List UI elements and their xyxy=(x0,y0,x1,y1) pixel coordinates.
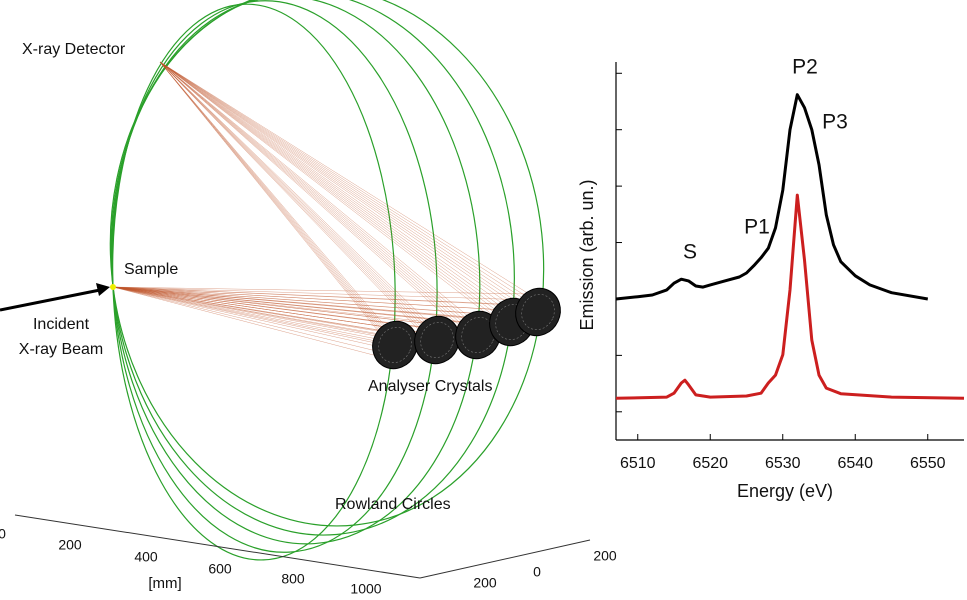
crystal-mesh xyxy=(461,317,495,353)
x-ray-path xyxy=(159,61,387,328)
x-ray-path xyxy=(112,286,539,313)
diagram-label: Sample xyxy=(124,261,178,278)
x-ray-path xyxy=(159,61,447,359)
x-ray-path xyxy=(159,61,507,311)
axis-tick-label: 800 xyxy=(281,571,305,587)
x-ray-path xyxy=(159,61,432,329)
x-ray-path xyxy=(159,61,441,347)
x-ray-path xyxy=(159,61,438,341)
x-tick-label: 6540 xyxy=(837,455,873,472)
peak-annotation: S xyxy=(683,241,697,264)
x-tick-label: 6530 xyxy=(765,455,801,472)
x-ray-path xyxy=(159,61,390,334)
x-ray-path xyxy=(159,61,482,342)
x-ray-path xyxy=(159,61,510,317)
axis-tick-label: 0 xyxy=(533,564,541,580)
axis-tick-label: 200 xyxy=(473,575,497,591)
x-ray-path xyxy=(112,286,542,319)
diagram-label: Analyser Crystals xyxy=(368,378,492,395)
rowland-circle xyxy=(111,0,438,553)
y-axis-label: Emission (arb. un.) xyxy=(577,179,597,330)
x-ray-path xyxy=(159,61,504,305)
x-ray-path xyxy=(159,61,542,319)
axis-mm xyxy=(14,514,421,579)
x-ray-path xyxy=(159,61,536,307)
beam-arrow xyxy=(0,288,101,312)
series-line xyxy=(615,93,929,301)
crystal-mesh xyxy=(420,322,454,358)
x-ray-path xyxy=(159,61,470,318)
x-ray-path xyxy=(159,61,545,325)
x-ray-path xyxy=(159,61,513,323)
x-tick-label: 6520 xyxy=(692,455,728,472)
axis-label: [mm] xyxy=(148,575,181,592)
crystal-mesh xyxy=(378,327,412,363)
x-ray-path xyxy=(159,61,548,331)
x-ray-path xyxy=(112,286,429,323)
x-ray-path xyxy=(112,286,533,301)
x-ray-path xyxy=(159,61,429,323)
x-ray-path xyxy=(159,61,516,329)
x-ray-path xyxy=(159,61,485,348)
x-axis-label: Energy (eV) xyxy=(737,481,833,501)
peak-annotation: P1 xyxy=(744,216,770,239)
x-ray-path xyxy=(159,61,539,313)
peak-annotation: P3 xyxy=(822,111,848,134)
x-ray-path xyxy=(159,61,476,330)
analyser-crystal xyxy=(515,287,561,337)
axis-tick-label: 0 xyxy=(0,526,6,542)
x-ray-path xyxy=(159,61,488,354)
peak-annotation: P2 xyxy=(792,56,818,79)
rowland-circle xyxy=(109,0,545,527)
x-ray-path xyxy=(159,61,473,324)
x-ray-path xyxy=(159,61,530,295)
diagram-label: Incident xyxy=(33,316,90,333)
x-ray-path xyxy=(159,61,393,340)
x-ray-path xyxy=(159,61,522,341)
beam-arrow-head xyxy=(96,283,110,296)
diagram-label: Rowland Circles xyxy=(335,496,451,513)
x-ray-path xyxy=(159,61,405,364)
x-ray-path xyxy=(112,286,536,307)
rowland-circle xyxy=(112,3,396,561)
spectrometer-diagram: X-ray Detector Sample Incident X-ray Beam An… xyxy=(0,0,617,597)
x-ray-path xyxy=(159,61,479,336)
x-ray-path xyxy=(159,61,533,301)
x-tick-label: 6550 xyxy=(910,455,946,472)
x-ray-path xyxy=(112,286,396,346)
analyser-crystal xyxy=(414,315,460,365)
x-ray-path xyxy=(159,61,519,335)
axis-tick-label: 1000 xyxy=(350,581,381,597)
x-ray-path xyxy=(159,61,435,335)
diagram-label: X-ray Detector xyxy=(22,41,126,58)
x-ray-path xyxy=(112,286,399,352)
x-ray-path xyxy=(112,286,402,358)
axis-depth xyxy=(419,539,591,579)
x-ray-path xyxy=(112,286,393,340)
axis-tick-label: 400 xyxy=(134,549,158,565)
emission-chart: 6510 6520 6530 6540 6550 Energy (eV) Emission … xyxy=(577,56,965,501)
analyser-crystal xyxy=(372,320,418,370)
x-tick-label: 6510 xyxy=(620,455,656,472)
axis-tick-label: 200 xyxy=(593,548,617,564)
x-ray-path xyxy=(112,286,530,295)
sample-point xyxy=(110,284,116,290)
diagram-label: X-ray Beam xyxy=(19,341,103,358)
series-line xyxy=(615,193,965,400)
axis-tick-label: 600 xyxy=(208,561,232,577)
axis-tick-label: 200 xyxy=(58,537,82,553)
crystal-mesh xyxy=(521,294,555,330)
x-ray-path xyxy=(112,286,405,364)
